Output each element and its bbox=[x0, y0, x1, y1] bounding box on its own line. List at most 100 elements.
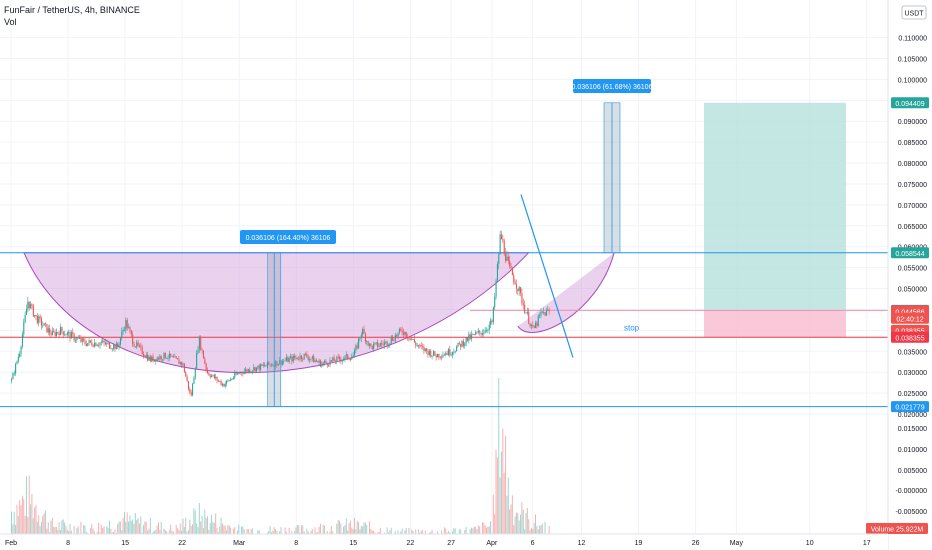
volume-bar bbox=[492, 494, 494, 540]
candle-body bbox=[532, 325, 534, 326]
candle-body bbox=[190, 392, 192, 396]
volume-bar bbox=[518, 520, 520, 540]
time-tick: Feb bbox=[5, 540, 17, 547]
measure-label-bg-left bbox=[240, 230, 336, 244]
trade-zones[interactable] bbox=[704, 102, 846, 338]
volume-bar bbox=[183, 526, 185, 540]
candle-body bbox=[491, 320, 493, 323]
candle-body bbox=[47, 328, 49, 333]
candle-body bbox=[155, 359, 157, 362]
candle-body bbox=[125, 319, 127, 330]
candle-body bbox=[54, 331, 56, 337]
horizontal-levels[interactable]: stop bbox=[0, 252, 888, 408]
candle-body bbox=[85, 343, 87, 346]
candle-body bbox=[392, 337, 394, 341]
volume-bar bbox=[30, 504, 32, 540]
volume-bar bbox=[193, 508, 195, 540]
candle-body bbox=[228, 380, 230, 382]
volume-bar bbox=[488, 526, 490, 540]
volume-bar bbox=[362, 526, 364, 540]
candle-body bbox=[196, 353, 198, 369]
candle-body bbox=[290, 356, 292, 359]
price-axis[interactable]: 0.1100000.1050000.1000000.0950000.090000… bbox=[866, 0, 932, 550]
candle-body bbox=[417, 345, 420, 347]
volume-bar bbox=[298, 525, 300, 540]
candle-body bbox=[152, 356, 154, 362]
volume-bar bbox=[502, 428, 504, 540]
candle-body bbox=[313, 356, 315, 363]
candle-body bbox=[189, 388, 191, 393]
volume-bar bbox=[136, 519, 138, 540]
volume-bar bbox=[132, 519, 134, 540]
volume-bar bbox=[201, 515, 203, 540]
candle-body bbox=[156, 357, 158, 362]
candle-body bbox=[258, 365, 260, 370]
symbol-title[interactable]: FunFair / TetherUS, 4h, BINANCE bbox=[4, 5, 140, 15]
candle-body bbox=[254, 367, 256, 372]
volume-bar bbox=[69, 523, 71, 540]
candle-body bbox=[306, 353, 308, 358]
time-axis[interactable]: Feb 8 15 22 Mar 8 15 22 27 Apr 6 12 19 26 May 10 17 bbox=[0, 533, 888, 550]
volume-bar bbox=[12, 524, 14, 540]
candle-body bbox=[130, 330, 132, 335]
candle-body bbox=[409, 338, 411, 340]
candle-body bbox=[72, 332, 74, 334]
volume-bar bbox=[175, 524, 177, 540]
candle-body bbox=[358, 338, 360, 348]
volume-bar bbox=[209, 523, 211, 540]
candle-body bbox=[412, 339, 414, 341]
candle-body bbox=[100, 342, 102, 344]
candle-body bbox=[246, 369, 248, 372]
candle-body bbox=[234, 373, 236, 378]
volume-bar bbox=[345, 518, 347, 540]
volume-bar bbox=[548, 525, 550, 540]
volume-bar bbox=[514, 516, 516, 540]
time-tick: 17 bbox=[863, 540, 871, 547]
candle-body bbox=[424, 348, 426, 351]
candle-body bbox=[413, 339, 415, 343]
candle-body bbox=[490, 320, 492, 325]
candle-body bbox=[102, 340, 104, 343]
candle-body bbox=[428, 350, 430, 355]
candle-body bbox=[526, 311, 528, 314]
candle-body bbox=[45, 323, 47, 325]
volume-bar bbox=[340, 523, 342, 540]
candle-body bbox=[98, 345, 100, 347]
candle-body bbox=[265, 365, 267, 367]
candle-body bbox=[66, 332, 68, 335]
candle-body bbox=[250, 371, 252, 373]
candle-body bbox=[213, 374, 215, 379]
candle-body bbox=[257, 365, 259, 368]
candle-body bbox=[503, 240, 505, 254]
volume-bar bbox=[25, 476, 27, 540]
time-tick: 22 bbox=[178, 540, 186, 547]
candle-body bbox=[292, 355, 294, 362]
candle-body bbox=[397, 332, 399, 337]
candle-body bbox=[430, 350, 432, 357]
candle-body bbox=[449, 349, 451, 356]
volume-indicator-label[interactable]: Vol bbox=[4, 17, 17, 27]
volume-bar bbox=[53, 526, 55, 540]
price-label: 0.021779 bbox=[895, 405, 924, 412]
candle-body bbox=[492, 307, 494, 323]
volume-bar bbox=[487, 526, 489, 540]
candle-body bbox=[370, 343, 372, 346]
candle-body bbox=[175, 356, 177, 359]
candle-body bbox=[59, 327, 62, 336]
candle-body bbox=[58, 332, 60, 336]
candle-body bbox=[334, 361, 337, 362]
volume-bar bbox=[204, 509, 206, 540]
candle-body bbox=[545, 310, 547, 316]
volume-bar bbox=[544, 521, 546, 540]
drawing-tools[interactable]: 0.036106 (164.40%) 36106 0.036106 (61.68%… bbox=[240, 79, 653, 407]
candle-body bbox=[420, 345, 422, 347]
candle-body bbox=[404, 331, 406, 335]
candle-body bbox=[138, 345, 141, 347]
candle-body bbox=[170, 353, 172, 357]
candle-body bbox=[522, 303, 524, 305]
candle-body bbox=[39, 316, 41, 319]
candle-body bbox=[340, 359, 342, 362]
volume-bar bbox=[269, 525, 271, 540]
candle-body bbox=[148, 356, 150, 361]
